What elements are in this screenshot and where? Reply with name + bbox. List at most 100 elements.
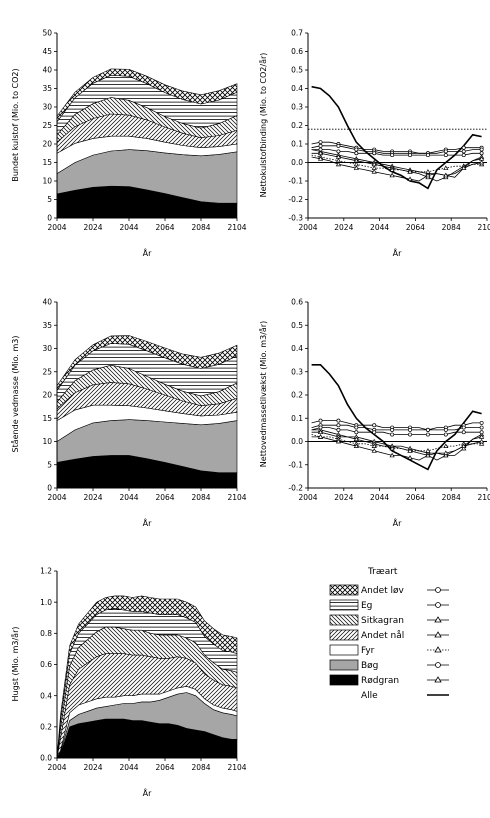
y-tick-label: 0.2 [291, 121, 303, 130]
x-tick-label: 2044 [119, 763, 138, 772]
wood-growth-xlabel: År [393, 517, 402, 528]
point-rodgran [407, 455, 413, 460]
point-rodgran [371, 448, 377, 453]
point-bog [479, 151, 484, 156]
y-tick-label: 50 [42, 29, 52, 38]
y-tick-label: 15 [42, 414, 52, 423]
legend-label: Andet løv [361, 586, 405, 596]
point-bog [336, 149, 341, 154]
triangle-marker-icon [434, 676, 442, 683]
point-eg [336, 423, 341, 428]
legend-item-alle: Alle [361, 691, 449, 701]
point-eg [443, 149, 448, 154]
point-fyr [389, 167, 395, 172]
point-eg [461, 149, 466, 154]
point-eg [443, 427, 448, 432]
y-tick-label: -0.3 [288, 214, 303, 223]
x-tick-label: 2024 [83, 493, 102, 502]
carbon-flux-plot-area [308, 85, 487, 190]
point-bog [390, 432, 395, 437]
point-rodgran [389, 172, 395, 178]
point-fyr [479, 441, 485, 446]
point-rodgran [389, 452, 395, 458]
point-bog [372, 151, 377, 156]
harvest-plot-area [56, 595, 238, 759]
point-fyr [407, 448, 413, 453]
x-tick-label: 2024 [83, 223, 102, 232]
point-eg [425, 427, 430, 432]
y-tick-label: 0.3 [291, 367, 303, 376]
carbon-stock-chart: Bundet kulstof (Mio. to CO2) År 0 5 10 15 20… [11, 29, 247, 258]
y-tick-label: 1.2 [40, 567, 52, 576]
point-bog [318, 425, 323, 430]
y-tick-label: 25 [42, 367, 52, 376]
point-bog [443, 153, 448, 158]
triangle-marker-icon [434, 646, 442, 653]
point-andet-nal [317, 429, 324, 435]
point-bog [354, 151, 359, 156]
triangle-marker-icon [434, 631, 442, 638]
point-eg [354, 147, 359, 152]
carbon-flux-ylabel: Nettokulstofbinding (Mio. to CO2/år) [258, 53, 268, 198]
point-rodgran [479, 438, 485, 444]
legend-swatch [329, 629, 359, 641]
point-eg [479, 425, 484, 430]
y-tick-label: -0.2 [288, 195, 303, 204]
legend-item-rodgran: Rødgran [329, 674, 449, 686]
point-bog [390, 153, 395, 158]
point-eg [318, 143, 323, 148]
y-tick-label: 0.3 [291, 103, 303, 112]
point-rodgran [335, 438, 342, 444]
y-tick-label: 5 [47, 195, 52, 204]
y-tick-label: 40 [42, 66, 52, 75]
carbon-stock-ylabel: Bundet kulstof (Mio. to CO2) [11, 68, 20, 181]
point-andet-lov [461, 145, 466, 150]
point-fyr [425, 169, 431, 174]
point-bog [354, 430, 359, 435]
y-tick-label: -0.1 [288, 177, 303, 186]
point-rodgran [425, 452, 431, 458]
point-fyr [371, 165, 377, 170]
point-eg [336, 143, 341, 148]
point-rodgran [371, 169, 377, 174]
point-bog [461, 153, 466, 158]
point-bog [318, 147, 323, 152]
carbon-flux-chart: Nettokulstofbinding (Mio. to CO2/år) År … [258, 29, 490, 258]
point-rodgran [317, 434, 324, 439]
x-tick-label: 2104 [227, 223, 246, 232]
area-andet-lov [56, 595, 238, 759]
point-eg [461, 425, 466, 430]
y-tick-label: 0.6 [40, 660, 52, 669]
x-tick-label: 2064 [155, 763, 174, 772]
circle-marker-icon [435, 662, 441, 668]
legend-title: Træart [367, 567, 398, 577]
x-tick-label: 2044 [119, 493, 138, 502]
x-tick-label: 2064 [406, 493, 425, 502]
harvest-xlabel: År [143, 787, 152, 798]
x-tick-label: 2084 [191, 493, 210, 502]
x-tick-label: 2004 [47, 763, 66, 772]
x-tick-label: 2044 [119, 223, 138, 232]
area-andet-lov [56, 68, 238, 123]
point-fyr [335, 157, 342, 163]
x-tick-label: 2064 [155, 493, 174, 502]
point-bog [425, 153, 430, 158]
wood-stock-plot-area [56, 335, 238, 489]
y-tick-label: 0.5 [291, 321, 303, 330]
x-tick-label: 2004 [298, 223, 317, 232]
point-bog [479, 430, 484, 435]
x-tick-label: 2084 [191, 763, 210, 772]
y-tick-label: 5 [47, 460, 52, 469]
circle-marker-icon [435, 602, 441, 608]
point-andet-lov [318, 418, 323, 423]
y-tick-label: 20 [42, 140, 52, 149]
y-tick-label: 15 [42, 158, 52, 167]
y-tick-label: 0.0 [291, 437, 303, 446]
point-bog [372, 430, 377, 435]
point-rodgran [317, 156, 324, 161]
y-tick-label: 0.0 [40, 754, 52, 763]
legend-item-eg: Eg [329, 599, 449, 611]
y-tick-label: 40 [42, 298, 52, 307]
x-tick-label: 2004 [47, 493, 66, 502]
x-tick-label: 2084 [191, 223, 210, 232]
